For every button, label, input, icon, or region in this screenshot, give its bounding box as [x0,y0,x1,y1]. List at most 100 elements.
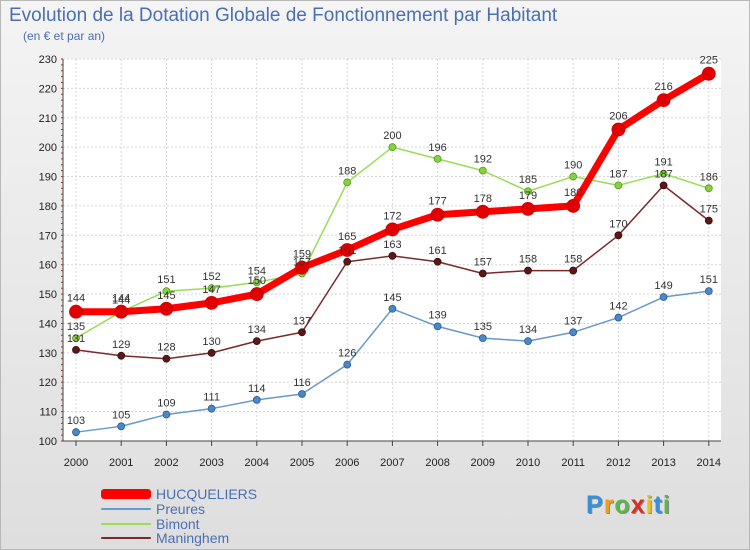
logo-letter: i [662,491,671,519]
data-point-maninghem [117,351,126,360]
data-point-bimont [343,178,352,187]
data-point-maninghem [524,266,532,275]
y-tick-label: 100 [39,436,57,448]
data-point-bimont [72,334,80,343]
x-tick-label: 2003 [199,457,223,469]
data-label-bimont: 152 [202,271,220,283]
logo-letter: x [630,491,646,519]
data-point-preures [343,360,352,369]
data-point-bimont [162,287,171,296]
data-label-hucqueliers: 165 [338,231,356,243]
data-point-maninghem [343,257,352,266]
data-point-bimont [569,172,578,181]
data-label-hucqueliers: 177 [428,196,446,208]
data-label-preures: 126 [338,348,356,360]
data-point-hucqueliers [385,222,400,237]
data-label-hucqueliers: 144 [112,293,130,305]
legend-label: Preures [156,501,206,517]
data-label-preures: 149 [654,280,672,292]
data-point-preures [117,422,126,431]
legend-swatch [101,489,151,499]
data-labels: 103 105 109 111 114 116 126 145 139 135 134 137 142 1… [67,55,718,427]
data-label-preures: 151 [700,274,718,286]
data-label-hucqueliers: 172 [383,210,401,222]
data-label-hucqueliers: 159 [293,249,311,261]
data-point-bimont [524,187,532,196]
data-label-maninghem: 157 [474,257,492,269]
data-label-maninghem: 134 [248,324,266,336]
legend-item-maninghem: Maninghem [101,531,229,545]
data-point-maninghem [569,266,578,275]
data-label-hucqueliers: 150 [248,275,266,287]
data-label-maninghem: 130 [202,336,220,348]
data-point-maninghem [433,257,442,266]
data-point-maninghem [252,337,261,345]
data-label-maninghem: 158 [519,254,537,266]
data-point-maninghem [478,269,487,278]
legend-swatch [101,523,151,525]
series [69,66,716,437]
data-label-preures: 142 [609,301,627,313]
data-point-maninghem [162,354,171,363]
x-tick-label: 2004 [245,457,269,469]
data-point-bimont [433,155,442,163]
proxiti-logo: Proxiti [586,491,671,520]
data-point-maninghem [207,348,216,357]
data-point-hucqueliers [159,301,174,316]
data-label-bimont: 157 [293,257,311,269]
data-label-bimont: 190 [564,160,582,172]
y-tick-label: 200 [39,142,57,154]
logo-letter: o [614,491,631,519]
data-label-bimont: 151 [157,274,175,286]
data-point-bimont [659,169,668,178]
data-point-bimont [704,184,713,193]
logo-letter: i [645,491,654,519]
data-label-bimont: 144 [112,295,130,307]
data-label-bimont: 192 [474,154,492,166]
data-label-bimont: 200 [383,130,401,142]
x-tick-label: 2013 [651,457,675,469]
data-point-hucqueliers [701,66,716,81]
x-tick-label: 2007 [380,457,404,469]
data-point-maninghem [614,231,623,240]
x-tick-label: 2010 [516,457,540,469]
data-label-maninghem: 175 [700,204,718,216]
data-point-hucqueliers [204,295,219,310]
x-tick-label: 2011 [561,457,585,469]
legend-label: Bimont [156,516,200,532]
data-label-maninghem: 131 [67,333,85,345]
data-label-preures: 111 [203,392,220,404]
data-label-preures: 137 [564,315,582,327]
data-point-preures [614,313,623,322]
data-label-hucqueliers: 145 [157,290,175,302]
y-tick-label: 140 [39,318,57,330]
data-point-preures [478,334,487,343]
data-point-preures [704,287,713,296]
y-tick-label: 170 [39,230,57,242]
data-point-hucqueliers [249,287,264,301]
x-tick-label: 2001 [109,457,133,469]
legend-swatch [101,537,151,539]
plot-area [63,59,721,441]
data-label-preures: 116 [293,377,311,389]
data-label-preures: 139 [428,309,446,321]
data-point-hucqueliers [114,304,129,319]
grid [63,58,721,442]
data-label-preures: 103 [67,415,85,427]
y-tick-label: 130 [39,348,57,360]
data-point-hucqueliers [566,199,581,213]
y-tick-label: 110 [39,407,57,419]
data-point-maninghem [72,346,80,354]
data-point-hucqueliers [656,93,671,108]
legend-item-bimont: Bimont [101,517,200,531]
data-label-bimont: 188 [338,165,356,177]
data-label-preures: 134 [519,324,537,336]
data-label-maninghem: 158 [564,254,582,266]
data-label-bimont: 135 [67,321,85,333]
data-label-preures: 114 [248,383,266,395]
data-point-maninghem [704,216,713,225]
x-tick-label: 2002 [154,457,178,469]
data-point-preures [524,337,532,345]
logo-letter: P [586,491,604,519]
data-label-maninghem: 163 [383,239,401,251]
